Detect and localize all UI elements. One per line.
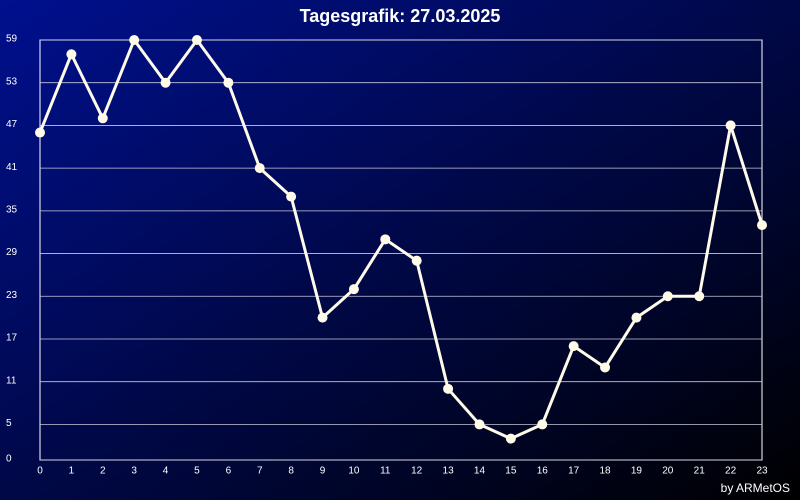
data-point (600, 362, 611, 373)
y-tick-label: 11 (6, 375, 17, 386)
x-tick-label: 15 (505, 466, 517, 477)
x-tick-label: 13 (443, 466, 455, 477)
data-point (66, 49, 77, 60)
x-tick-label: 21 (694, 466, 706, 477)
data-point (286, 191, 297, 202)
x-tick-label: 17 (568, 466, 580, 477)
data-point (317, 312, 328, 323)
data-point (505, 433, 516, 444)
data-point (443, 383, 454, 394)
data-point (474, 419, 485, 430)
x-tick-label: 9 (320, 466, 326, 477)
data-point (35, 127, 45, 138)
x-tick-label: 14 (474, 466, 486, 477)
data-point (537, 419, 548, 430)
x-tick-label: 0 (37, 466, 43, 477)
x-tick-label: 7 (257, 466, 263, 477)
y-tick-label: 59 (6, 34, 18, 45)
y-tick-label: 0 (6, 454, 12, 465)
x-tick-label: 22 (725, 466, 737, 477)
data-point (160, 77, 171, 88)
data-point (694, 291, 705, 302)
data-point (254, 163, 265, 174)
chart-title: Tagesgrafik: 27.03.2025 (300, 6, 501, 26)
data-point (662, 291, 673, 302)
x-tick-label: 4 (163, 466, 169, 477)
x-tick-label: 2 (100, 466, 106, 477)
data-point (191, 35, 202, 45)
x-tick-label: 3 (131, 466, 137, 477)
data-point (97, 113, 108, 124)
data-point (568, 341, 579, 352)
y-tick-label: 5 (6, 418, 12, 429)
x-tick-label: 16 (537, 466, 549, 477)
data-point (757, 220, 767, 231)
x-tick-label: 18 (599, 466, 611, 477)
x-tick-label: 6 (226, 466, 232, 477)
x-tick-label: 1 (69, 466, 75, 477)
y-tick-label: 23 (6, 290, 18, 301)
y-tick-label: 35 (6, 204, 18, 215)
data-point (725, 120, 736, 131)
data-point (129, 35, 140, 45)
data-point (411, 255, 422, 266)
credit: by ARMetOS (721, 481, 790, 495)
y-tick-label: 47 (6, 119, 18, 130)
y-tick-label: 17 (6, 333, 18, 344)
y-tick-label: 41 (6, 162, 18, 173)
x-tick-label: 12 (411, 466, 423, 477)
x-tick-label: 20 (662, 466, 674, 477)
data-point (631, 312, 642, 323)
data-point (380, 234, 391, 245)
x-tick-label: 5 (194, 466, 200, 477)
x-tick-label: 19 (631, 466, 643, 477)
data-point (223, 77, 234, 88)
y-tick-label: 29 (6, 247, 18, 258)
x-tick-label: 10 (348, 466, 360, 477)
data-line (38, 38, 764, 441)
x-tick-label: 23 (756, 466, 768, 477)
data-point (348, 284, 359, 295)
y-tick-label: 53 (6, 76, 18, 87)
x-tick-label: 8 (288, 466, 294, 477)
x-tick-label: 11 (380, 466, 391, 477)
